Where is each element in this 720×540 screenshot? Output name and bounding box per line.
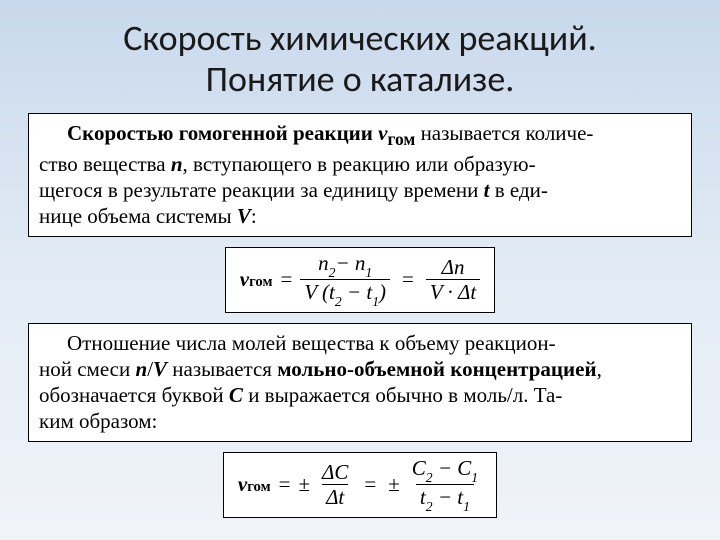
formula-box-1: vгом = n2− n1 V (t2 − t1) = Δn V · Δt (225, 247, 495, 313)
definition-text-1: Скоростью гомогенной реакции vгом называ… (39, 120, 681, 230)
definition-box-2: Отношение числа молей вещества к объему … (28, 323, 692, 442)
title-line-2: Понятие о катализе. (206, 57, 515, 101)
formula-2: vгом = ± ΔC Δt = ± C2 − C1 t2 − t1 (238, 457, 482, 513)
formula-1: vгом = n2− n1 V (t2 − t1) = Δn V · Δt (240, 252, 480, 308)
definition-text-2: Отношение числа молей вещества к объему … (39, 330, 681, 435)
formula-box-2: vгом = ± ΔC Δt = ± C2 − C1 t2 − t1 (223, 452, 497, 518)
definition-box-1: Скоростью гомогенной реакции vгом называ… (28, 113, 692, 237)
title-line-1: Скорость химических реакций. (123, 16, 597, 60)
slide-title: Скорость химических реакций. Понятие о к… (28, 18, 692, 101)
